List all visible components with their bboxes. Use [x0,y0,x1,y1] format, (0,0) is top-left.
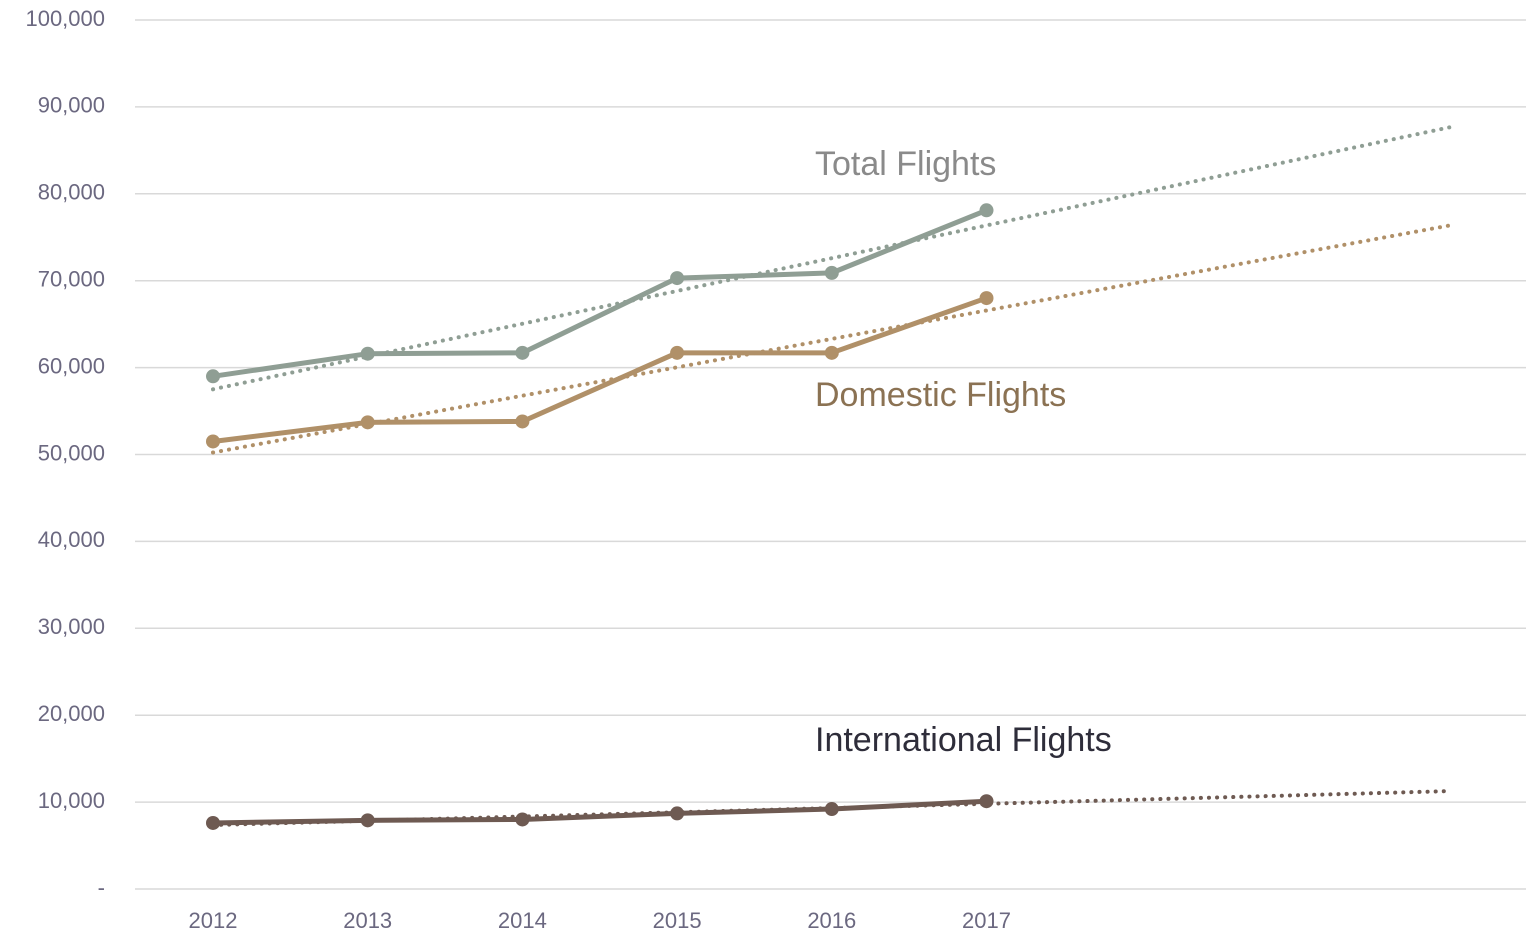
data-point [206,434,220,449]
data-point [515,812,530,827]
x-tick-label: 2014 [498,908,547,933]
data-point [979,203,994,218]
data-point [206,815,220,830]
data-point [360,415,375,430]
x-tick-label: 2015 [653,908,702,933]
data-point [979,794,994,809]
data-point [979,291,994,306]
x-tick-label: 2016 [807,908,856,933]
y-tick-label: - [98,875,105,900]
series-label: International Flights [815,721,1112,759]
y-tick-label: 20,000 [38,701,105,726]
x-tick-label: 2012 [189,908,238,933]
y-tick-label: 70,000 [38,267,105,292]
data-point [360,346,375,361]
series-line [212,798,987,826]
y-tick-label: 100,000 [25,6,105,31]
series-line [212,207,988,379]
trend-line [211,125,1453,392]
series-line [212,295,988,444]
y-tick-label: 90,000 [38,93,105,118]
data-point [515,345,530,360]
series-label: Total Flights [815,145,996,183]
data-point [824,802,839,817]
series-label: Domestic Flights [815,376,1066,414]
data-point [670,271,685,286]
x-tick-label: 2013 [343,908,392,933]
x-tick-label: 2017 [962,908,1011,933]
y-tick-label: 50,000 [38,440,105,465]
data-point [824,345,839,360]
data-point [670,345,685,360]
y-tick-label: 30,000 [38,614,105,639]
y-tick-label: 40,000 [38,527,105,552]
y-tick-label: 80,000 [38,180,105,205]
data-point [360,813,375,828]
data-point [515,414,530,429]
y-tick-label: 60,000 [38,353,105,378]
trend-line [211,223,1453,455]
data-point [670,806,685,821]
data-point [824,265,839,280]
y-tick-label: 10,000 [38,788,105,813]
data-point [206,369,220,384]
